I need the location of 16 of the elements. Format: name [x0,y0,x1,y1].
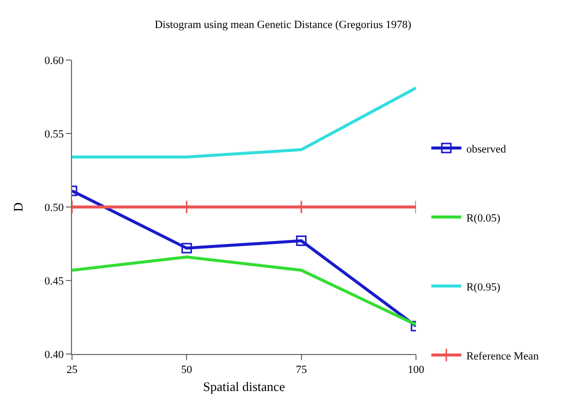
y-tick-label: 0.55 [44,128,64,140]
y-tick-label: 0.60 [44,54,64,67]
y-axis-title: D [10,202,26,212]
legend-label: observed [466,143,507,156]
x-tick-label: 25 [66,364,78,376]
chart-title: Distogram using mean Genetic Distance (Gregorius 1978) [154,18,412,31]
legend-label: Reference Mean [466,350,540,362]
x-tick-label: 100 [408,364,425,376]
legend-label: R(0.95) [466,281,501,294]
x-tick-label: 75 [296,364,308,376]
y-tick-label: 0.45 [44,275,64,288]
legend-label: R(0.05) [466,212,501,224]
y-tick-label: 0.40 [44,348,64,361]
x-tick-label: 50 [181,364,193,376]
x-axis-title: Spatial distance [203,378,286,394]
y-tick-label: 0.50 [44,202,64,214]
